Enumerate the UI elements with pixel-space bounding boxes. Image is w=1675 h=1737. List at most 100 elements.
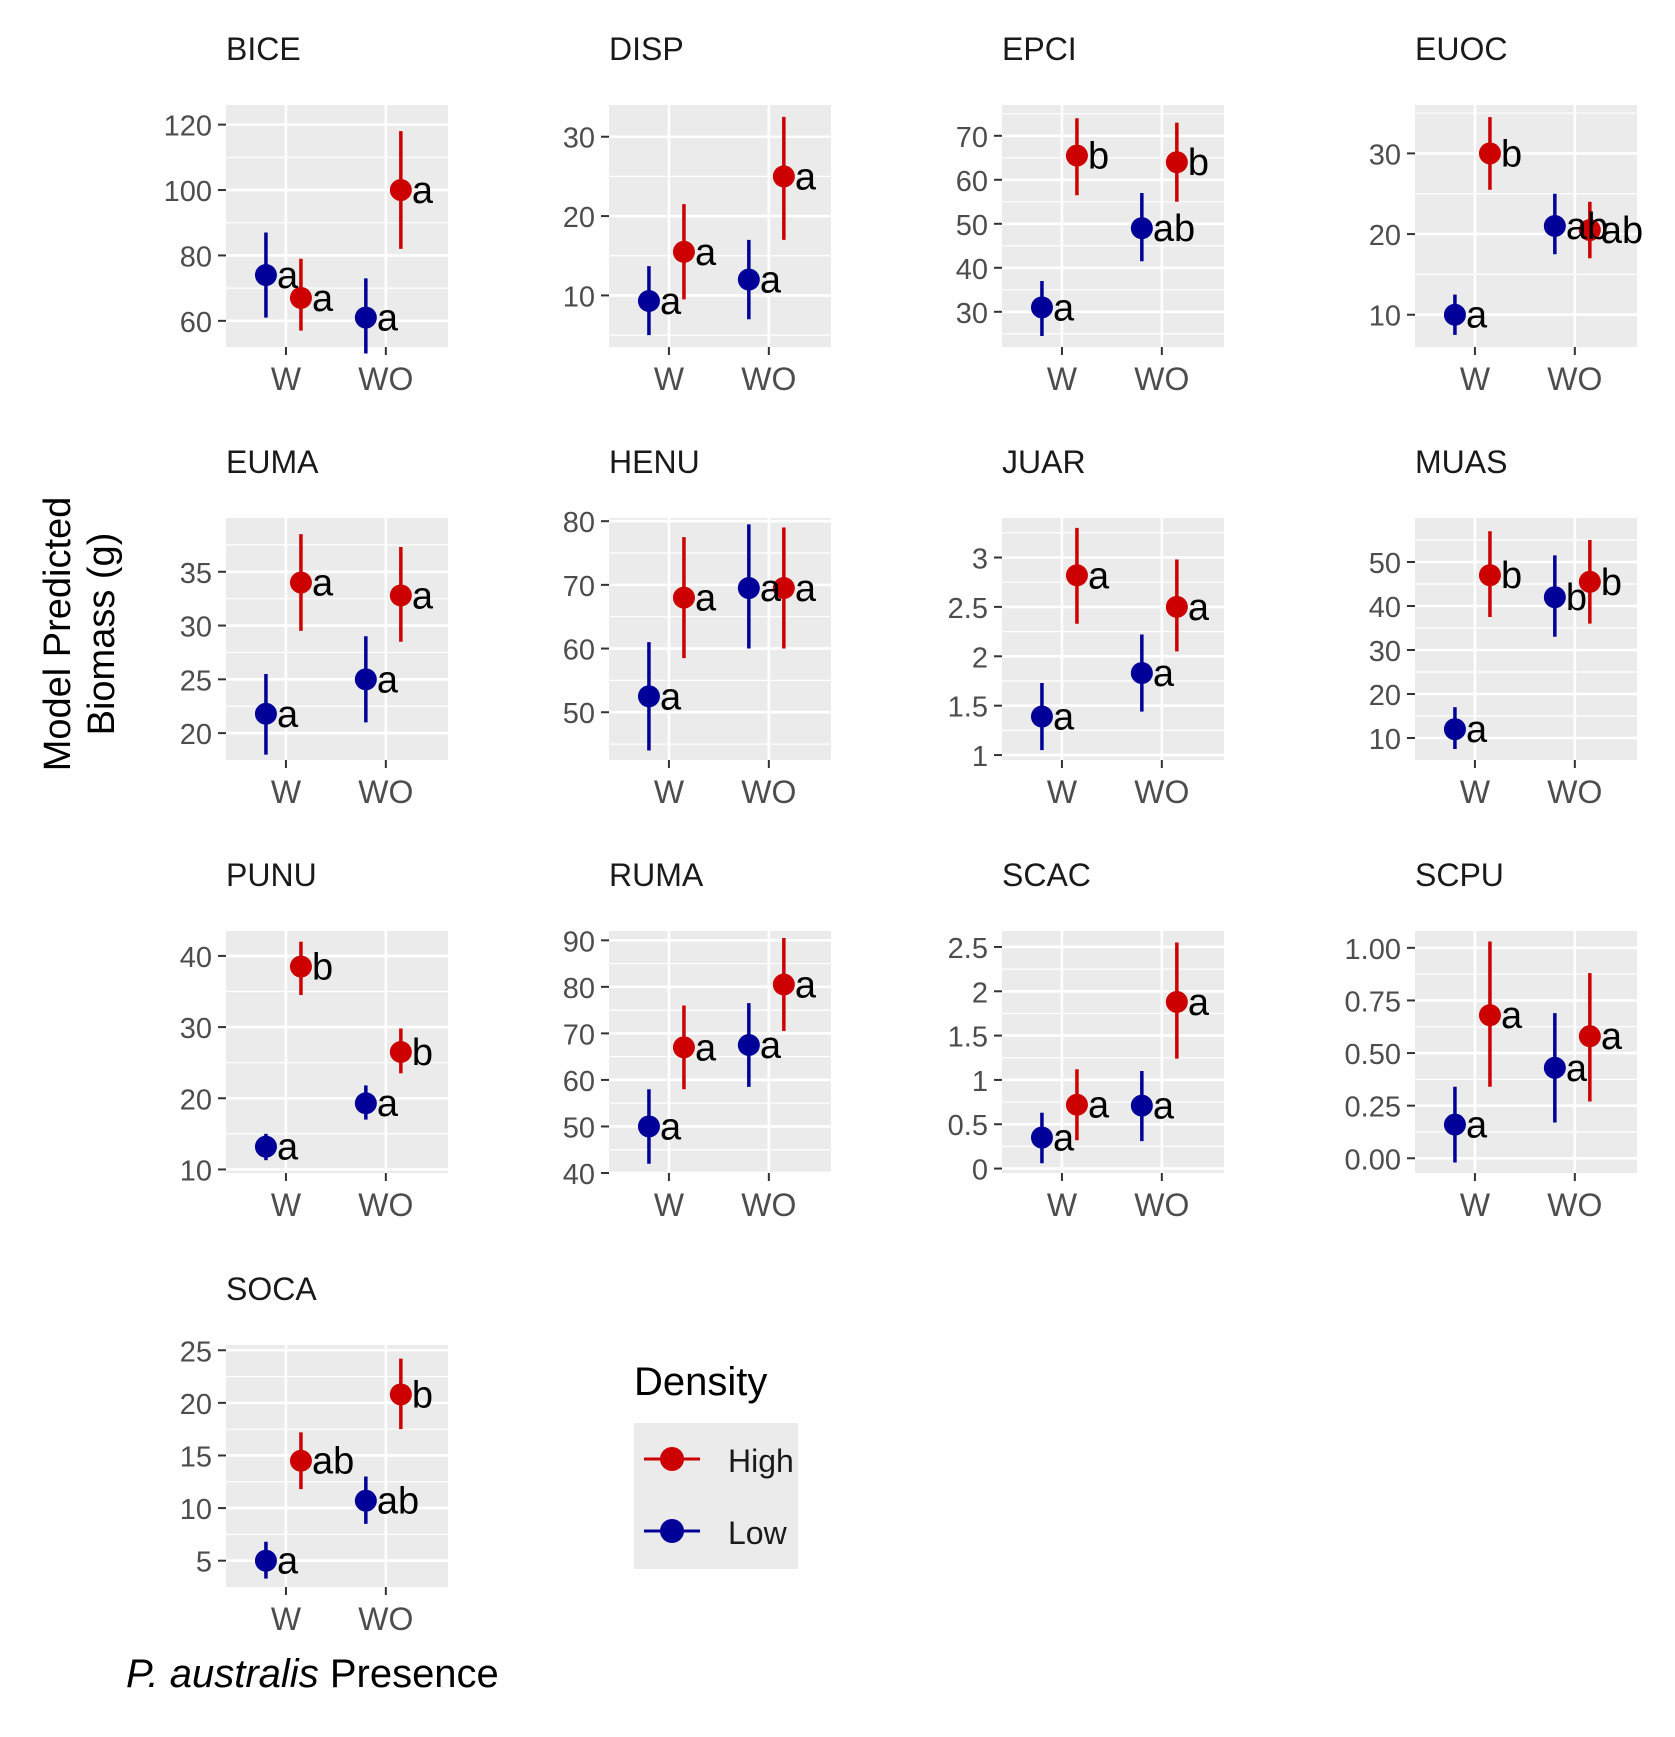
x-axis-label-italic: P. australis xyxy=(126,1652,319,1696)
significance-letter-high-wo: a xyxy=(795,568,817,610)
point-low-w xyxy=(1030,1126,1053,1149)
significance-letter-low-wo: ab xyxy=(1566,206,1608,248)
point-low-wo xyxy=(1543,1056,1566,1079)
point-low-wo xyxy=(737,577,760,600)
point-high-wo xyxy=(1578,1025,1601,1048)
x-axis-label-rest: Presence xyxy=(318,1652,499,1696)
point-high-w xyxy=(672,240,695,263)
y-tick-label: 120 xyxy=(164,111,212,143)
y-tick-label: 2.5 xyxy=(948,593,988,625)
y-tick-label: 25 xyxy=(180,665,212,697)
point-high-wo xyxy=(389,1041,412,1063)
y-tick-label: 0.5 xyxy=(948,1110,988,1142)
significance-letter-high-wo: a xyxy=(795,965,817,1007)
significance-letter-low-wo: a xyxy=(760,568,782,610)
y-tick-label: 10 xyxy=(180,1494,212,1526)
y-tick-label: 50 xyxy=(1369,548,1401,580)
significance-letter-high-w: a xyxy=(1501,995,1523,1037)
facet-epci: EPCI 30 40 50 60 70 W WO b b a ab xyxy=(956,31,1224,397)
y-tick-label: 30 xyxy=(563,123,595,155)
significance-letter-high-wo: a xyxy=(412,170,434,212)
y-tick-label: 10 xyxy=(180,1155,212,1187)
facet-title: JUAR xyxy=(1002,444,1086,480)
significance-letter-low-wo: a xyxy=(1566,1048,1588,1090)
x-tick-label-w: W xyxy=(1460,1187,1491,1223)
y-tick-label: 1 xyxy=(972,741,988,773)
facet-title: EUOC xyxy=(1415,31,1507,67)
facet-title: DISP xyxy=(609,31,684,67)
y-tick-label: 50 xyxy=(563,698,595,730)
point-high-w xyxy=(289,571,312,594)
significance-letter-high-w: b xyxy=(1501,133,1522,175)
facet-title: PUNU xyxy=(226,857,317,893)
x-tick-label-w: W xyxy=(654,361,685,397)
point-low-w xyxy=(637,289,660,312)
point-low-wo xyxy=(354,668,377,691)
point-low-wo xyxy=(1543,586,1566,609)
point-high-w xyxy=(672,1036,695,1059)
point-high-wo xyxy=(1165,595,1188,618)
legend-item-low: Low xyxy=(634,1495,798,1567)
y-tick-label: 60 xyxy=(563,635,595,667)
significance-letter-high-wo: b xyxy=(1601,562,1622,604)
y-tick-label: 3 xyxy=(972,544,988,576)
y-tick-label: 30 xyxy=(1369,636,1401,668)
significance-letter-low-w: a xyxy=(660,281,682,323)
significance-letter-low-wo: ab xyxy=(1153,208,1195,250)
point-low-w xyxy=(254,1135,277,1158)
facet-title: SOCA xyxy=(226,1271,317,1307)
x-tick-label-wo: WO xyxy=(1547,1187,1602,1223)
y-tick-label: 40 xyxy=(563,1159,595,1191)
y-tick-label: 60 xyxy=(180,307,212,339)
point-high-wo xyxy=(389,1383,412,1406)
facet-title: SCPU xyxy=(1415,857,1504,893)
y-tick-label: 0.25 xyxy=(1345,1092,1401,1124)
point-high-w xyxy=(1478,564,1501,587)
point-low-w xyxy=(1030,705,1053,728)
significance-letter-low-w: a xyxy=(1466,709,1488,751)
point-high-wo xyxy=(389,179,412,202)
point-high-w xyxy=(289,1449,312,1472)
y-tick-label: 30 xyxy=(180,612,212,644)
y-tick-label: 40 xyxy=(956,254,988,286)
point-low-w xyxy=(254,1549,277,1572)
significance-letter-low-w: a xyxy=(1053,1118,1075,1160)
point-low-wo xyxy=(737,268,760,291)
significance-letter-high-wo: a xyxy=(1188,587,1210,629)
point-low-wo xyxy=(354,1489,377,1512)
y-tick-label: 20 xyxy=(1369,680,1401,712)
point-high-w xyxy=(1478,1004,1501,1027)
significance-letter-low-wo: a xyxy=(377,1083,399,1125)
y-tick-label: 80 xyxy=(563,507,595,539)
legend-key-low xyxy=(644,1519,700,1543)
significance-letter-high-w: ab xyxy=(312,1441,354,1483)
point-low-w xyxy=(1443,1113,1466,1136)
y-tick-label: 50 xyxy=(563,1112,595,1144)
x-tick-label-wo: WO xyxy=(1134,361,1189,397)
y-tick-label: 25 xyxy=(180,1336,212,1368)
y-tick-label: 70 xyxy=(563,1019,595,1051)
significance-letter-low-w: a xyxy=(1053,287,1075,329)
legend-box: High Low xyxy=(634,1423,798,1569)
panel-background xyxy=(226,1345,448,1587)
point-low-wo xyxy=(1130,662,1153,685)
x-axis-label: P. australis Presence xyxy=(126,1652,499,1697)
significance-letter-low-w: a xyxy=(277,1541,299,1583)
point-high-wo xyxy=(772,577,795,600)
significance-letter-low-w: a xyxy=(1053,697,1075,739)
point-high-wo xyxy=(1165,151,1188,174)
panel-background xyxy=(226,105,448,347)
significance-letter-high-wo: b xyxy=(412,1032,433,1074)
significance-letter-high-w: b xyxy=(1501,555,1522,597)
point-low-wo xyxy=(354,1092,377,1115)
point-low-w xyxy=(637,685,660,708)
x-tick-label-wo: WO xyxy=(1134,774,1189,810)
legend-key-high xyxy=(644,1447,700,1471)
significance-letter-low-wo: a xyxy=(1153,1086,1175,1128)
